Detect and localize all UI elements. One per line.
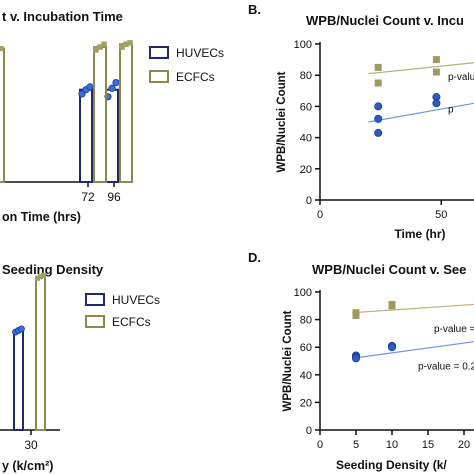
- x-axis-label: on Time (hrs): [2, 210, 81, 224]
- x-axis-label: y (k/cm²): [2, 459, 53, 473]
- x-tick-label: 72: [81, 190, 95, 204]
- p-value-annotation: p: [448, 105, 454, 116]
- chart-title: WPB/Nuclei Count v. See: [312, 262, 466, 277]
- chart-title: t v. Incubation Time: [2, 9, 123, 24]
- bar-huvecs: [79, 88, 93, 183]
- y-tick-label: 80: [300, 315, 312, 327]
- x-tick-label: 0: [317, 209, 323, 221]
- bar-huvecs: [13, 329, 24, 431]
- bar-ecfcs-partial: [0, 47, 5, 183]
- bar-ecfcs: [93, 46, 107, 183]
- data-point: [18, 325, 25, 333]
- legend-label: HUVECs: [176, 46, 224, 60]
- trend-line-huvecs: [368, 102, 474, 123]
- y-tick-label: 100: [294, 39, 312, 51]
- data-point: [374, 114, 383, 123]
- data-point: [374, 102, 383, 111]
- data-point: [374, 79, 382, 87]
- data-point: [38, 274, 43, 280]
- y-tick-label: 60: [300, 101, 312, 113]
- y-axis-label: WPB/Nuclei Count: [282, 310, 294, 411]
- legend-label: ECFCs: [176, 70, 215, 84]
- x-axis-label: Time (hr): [394, 227, 445, 241]
- data-point: [374, 63, 382, 71]
- x-tick-label: 15: [422, 439, 434, 451]
- bar-huvecs: [105, 88, 119, 183]
- data-point: [374, 128, 383, 137]
- data-point: [0, 46, 4, 52]
- data-point: [432, 56, 440, 64]
- y-tick-label: 60: [300, 342, 312, 354]
- y-tick-label: 40: [300, 133, 312, 145]
- data-point: [41, 272, 46, 278]
- chart-title: Seeding Density: [2, 262, 104, 277]
- x-tick-label: 5: [353, 439, 359, 451]
- data-point: [432, 99, 441, 108]
- x-tick-label: 96: [107, 190, 121, 204]
- bar-ecfcs: [35, 275, 46, 431]
- bar-ecfcs: [119, 43, 133, 184]
- data-point: [86, 83, 94, 91]
- data-point: [352, 311, 360, 319]
- y-tick-label: 0: [306, 425, 312, 437]
- x-tick-label: 50: [435, 209, 447, 221]
- x-tick-label: 0: [317, 439, 323, 451]
- y-tick-label: 0: [306, 195, 312, 207]
- data-point: [112, 79, 120, 87]
- trend-line-huvecs: [352, 341, 474, 359]
- legend-swatch-ecfcs: [149, 70, 169, 83]
- legend-label: HUVECs: [112, 293, 160, 307]
- data-point: [123, 41, 129, 48]
- data-point: [432, 68, 440, 76]
- p-value-annotation: p-value = 0.20: [418, 361, 474, 372]
- p-value-annotation: p-value: [448, 72, 474, 83]
- data-point: [93, 47, 99, 53]
- x-axis-label: Seeding Density (k/: [336, 458, 447, 472]
- chart-title: WPB/Nuclei Count v. Incu: [306, 13, 464, 28]
- legend-swatch-ecfcs: [85, 315, 105, 328]
- legend-label: ECFCs: [112, 315, 151, 329]
- y-axis-label: WPB/Nuclei Count: [276, 71, 288, 172]
- data-point: [388, 302, 396, 310]
- data-point: [101, 41, 107, 48]
- x-tick-label: 20: [458, 439, 470, 451]
- data-point: [119, 44, 125, 50]
- y-tick-label: 20: [300, 397, 312, 409]
- x-tick-label: 10: [386, 439, 398, 451]
- legend-swatch-huvecs: [149, 46, 169, 59]
- panel-letter: D.: [248, 250, 261, 265]
- y-tick-label: 100: [294, 287, 312, 299]
- y-tick-label: 20: [300, 164, 312, 176]
- y-tick-label: 40: [300, 370, 312, 382]
- p-value-annotation: p-value = 0: [434, 324, 474, 335]
- panel-letter: B.: [248, 2, 261, 17]
- x-tick-label: 30: [24, 438, 38, 452]
- data-point: [387, 343, 396, 352]
- y-tick-label: 80: [300, 70, 312, 82]
- trend-line-ecfcs: [352, 303, 474, 314]
- data-point: [35, 275, 40, 281]
- trend-line-ecfcs: [368, 62, 474, 75]
- data-point: [127, 40, 133, 46]
- data-point: [97, 44, 103, 50]
- data-point: [108, 84, 116, 92]
- legend-swatch-huvecs: [85, 293, 105, 306]
- data-point: [351, 354, 360, 363]
